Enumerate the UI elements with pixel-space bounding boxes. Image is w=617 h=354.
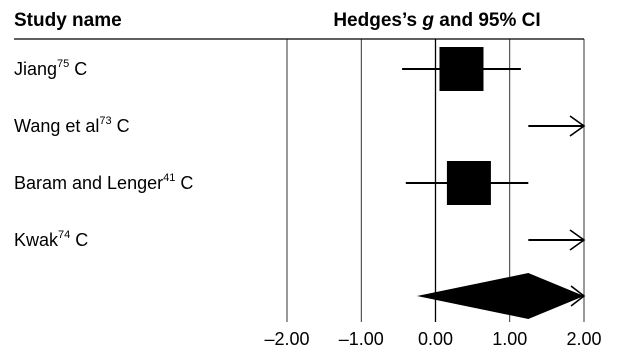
ci-arrow-3 xyxy=(569,229,586,251)
study-label-0: Jiang75 C xyxy=(14,58,87,79)
study-name-header: Study name xyxy=(14,10,122,31)
tick-label-3: 1.00 xyxy=(492,329,527,349)
gridlines xyxy=(286,39,585,322)
tick-labels: –2.00 –1.00 0.00 1.00 2.00 xyxy=(264,329,601,349)
ci-arrow-1 xyxy=(569,115,586,137)
tick-label-1: –1.00 xyxy=(339,329,384,349)
tick-label-0: –2.00 xyxy=(264,329,309,349)
study-label-3: Kwak74 C xyxy=(14,229,88,250)
summary-arrow xyxy=(570,285,586,307)
summary-group xyxy=(416,273,586,319)
tick-label-4: 2.00 xyxy=(566,329,601,349)
study-label-1: Wang et al73 C xyxy=(14,115,130,136)
study-labels: Jiang75 C Wang et al73 C Baram and Lenger4… xyxy=(14,58,193,250)
point-estimate-2 xyxy=(446,161,491,205)
effect-size-header: Hedges’s g and 95% CI xyxy=(333,10,540,31)
tick-label-2: 0.00 xyxy=(418,329,453,349)
study-marks xyxy=(402,47,586,251)
study-label-2: Baram and Lenger41 C xyxy=(14,172,193,193)
summary-diamond xyxy=(416,273,584,319)
point-estimate-0 xyxy=(439,47,484,91)
